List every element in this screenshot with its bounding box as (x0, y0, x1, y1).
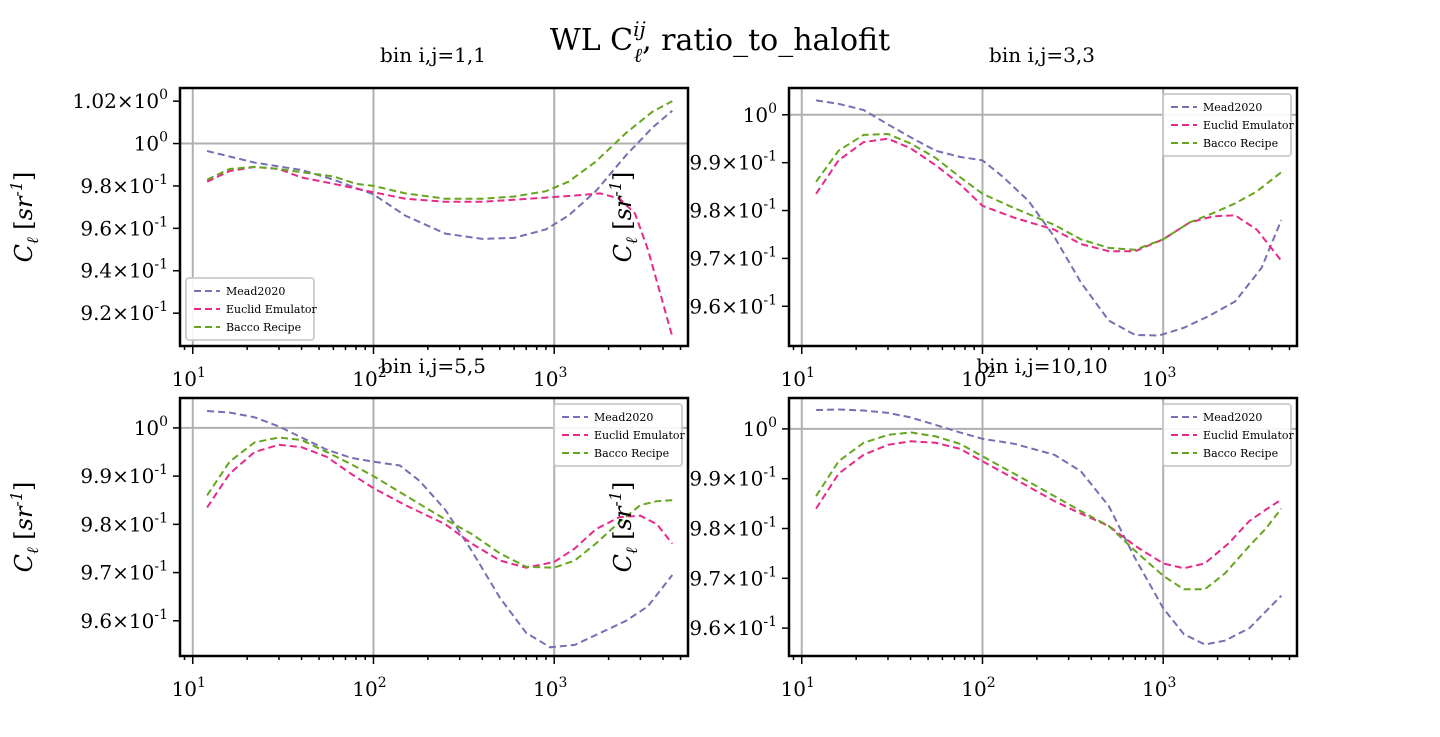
axes-frame (178, 86, 690, 348)
y-tick-label: 9.7×10-1 (689, 244, 777, 270)
subplot-title: bin i,j=1,1 (380, 43, 486, 67)
series-line-mead2020 (815, 99, 1283, 337)
legend: Mead2020 Euclid Emulator Bacco Recipe (1162, 403, 1295, 467)
y-tick-label: 9.2×10-1 (80, 299, 168, 325)
subplot-title: bin i,j=5,5 (380, 354, 486, 378)
subplot-4: 101 102 103 9.6×10-1 9.7×10-1 9.8×10-1 9.9×10-… (606, 354, 1299, 701)
y-axis-label: Cℓ [sr-1] (606, 482, 641, 573)
series-group (815, 408, 1283, 646)
x-tick-label: 103 (533, 675, 567, 701)
y-tick-label: 9.6×10-1 (80, 607, 168, 633)
legend-entry: Bacco Recipe (1203, 137, 1278, 150)
y-axis-label: Cℓ [sr-1] (606, 172, 641, 263)
axes-frame (787, 86, 1299, 348)
series-line-bacco-recipe (815, 431, 1283, 591)
y-tick-label: 9.6×10-1 (80, 214, 168, 240)
y-tick-label: 100 (134, 130, 168, 156)
figure-title: WL Cij ℓ, ratio_to_halofit (550, 17, 890, 67)
legend: Mead2020 Euclid Emulator Bacco Recipe (185, 277, 318, 341)
legend-entry: Euclid Emulator (1203, 429, 1295, 442)
y-tick-label: 9.9×10-1 (689, 465, 777, 491)
subplot-title: bin i,j=10,10 (976, 354, 1107, 378)
subplot-2: 101 102 103 9.6×10-1 9.7×10-1 9.8×10-1 9.9×10-… (606, 43, 1299, 391)
x-tick-label: 102 (961, 675, 995, 701)
legend: Mead2020 Euclid Emulator Bacco Recipe (553, 403, 686, 467)
x-tick-label: 103 (1142, 365, 1176, 391)
y-tick-label: 100 (743, 101, 777, 127)
figure-title-main: WL C (550, 23, 633, 58)
y-tick-label: 9.8×10-1 (80, 172, 168, 198)
y-tick-label: 1.02×100 (72, 87, 168, 113)
y-tick-label: 100 (134, 414, 168, 440)
legend-entry: Euclid Emulator (1203, 119, 1295, 132)
subplot-3: 101 102 103 9.6×10-1 9.7×10-1 9.8×10-1 9.9×10-… (7, 354, 690, 701)
y-tick-label: 9.8×10-1 (689, 197, 777, 223)
legend-frame (185, 277, 315, 341)
series-line-bacco-recipe (206, 436, 673, 569)
x-tick-label: 101 (172, 365, 206, 391)
series-group (206, 410, 674, 649)
figure-title-rest: , ratio_to_halofit (642, 23, 890, 58)
subplot-grid: 101 102 103 9.2×10-1 9.4×10-1 9.6×10-1 9.8×10-… (7, 43, 1299, 701)
series-group (206, 100, 674, 337)
y-tick-label: 9.7×10-1 (689, 564, 777, 590)
figure-title-sub: ℓ (634, 43, 643, 67)
legend: Mead2020 Euclid Emulator Bacco Recipe (1162, 93, 1295, 157)
subplot-title: bin i,j=3,3 (989, 43, 1095, 67)
legend-entry: Bacco Recipe (1203, 447, 1278, 460)
legend-entry: Mead2020 (594, 411, 653, 424)
series-line-mead2020 (816, 408, 1283, 646)
legend-entry: Euclid Emulator (226, 303, 318, 316)
x-tick-label: 101 (781, 675, 815, 701)
y-tick-label: 9.4×10-1 (80, 257, 168, 283)
figure-title-sup: ij (633, 17, 646, 41)
legend-entry: Mead2020 (1203, 411, 1262, 424)
x-tick-label: 101 (172, 675, 206, 701)
legend-frame (1162, 93, 1292, 157)
y-axis-label: Cℓ [sr-1] (7, 482, 42, 573)
axes-frame (178, 396, 690, 658)
series-line-mead2020 (207, 410, 674, 649)
y-tick-label: 9.8×10-1 (689, 514, 777, 540)
y-tick-label: 9.9×10-1 (80, 462, 168, 488)
x-tick-label: 102 (961, 365, 995, 391)
x-tick-label: 102 (352, 675, 386, 701)
legend-entry: Mead2020 (1203, 101, 1262, 114)
axes-frame (787, 396, 1299, 658)
y-tick-label: 9.9×10-1 (689, 149, 777, 175)
legend-frame (553, 403, 683, 467)
series-line-mead2020 (206, 109, 673, 240)
y-tick-label: 9.8×10-1 (80, 510, 168, 536)
x-tick-label: 103 (533, 365, 567, 391)
series-group (815, 99, 1283, 337)
series-line-euclid-emulator (815, 440, 1282, 570)
x-tick-label: 101 (781, 365, 815, 391)
x-tick-label: 103 (1142, 675, 1176, 701)
subplot-1: 101 102 103 9.2×10-1 9.4×10-1 9.6×10-1 9.8×10-… (7, 43, 690, 391)
y-tick-label: 9.7×10-1 (80, 559, 168, 585)
legend-entry: Mead2020 (226, 285, 285, 298)
y-tick-label: 100 (743, 415, 777, 441)
y-axis-label: Cℓ [sr-1] (7, 172, 42, 263)
legend-entry: Bacco Recipe (594, 447, 669, 460)
series-line-bacco-recipe (815, 132, 1282, 251)
series-line-euclid-emulator (815, 137, 1283, 262)
legend-frame (1162, 403, 1292, 467)
series-line-euclid-emulator (206, 443, 674, 569)
legend-entry: Bacco Recipe (226, 321, 301, 334)
y-tick-label: 9.6×10-1 (689, 614, 777, 640)
series-line-bacco-recipe (206, 100, 673, 200)
legend-entry: Euclid Emulator (594, 429, 686, 442)
x-tick-label: 102 (352, 365, 386, 391)
y-tick-label: 9.6×10-1 (689, 292, 777, 318)
